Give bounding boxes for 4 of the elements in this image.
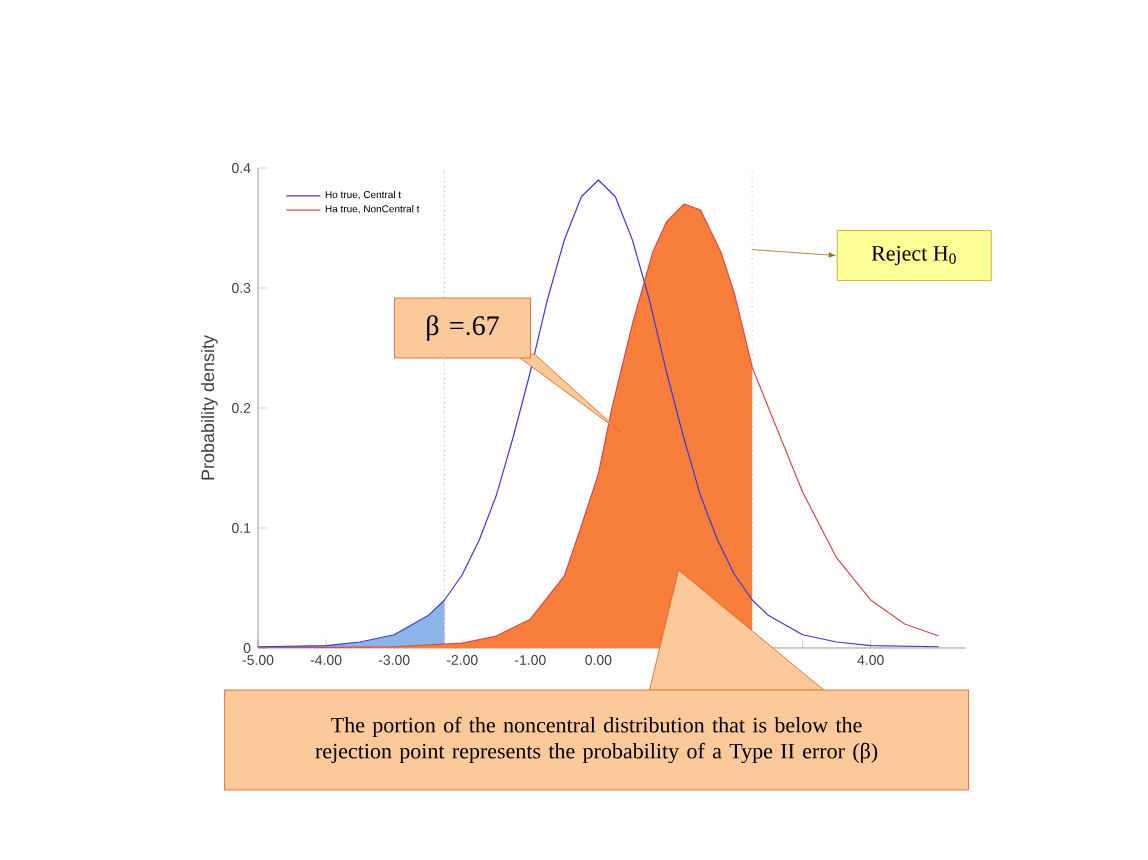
annotation: Reject H$_{0}$ bbox=[871, 245, 956, 266]
text: The portion of the noncentral distribution that is below the rejection point represents the probability of a Type II error (β) bbox=[315, 716, 878, 764]
y-axis-title: Probability density bbox=[200, 335, 218, 480]
annotation: β =.67 bbox=[427, 315, 499, 341]
